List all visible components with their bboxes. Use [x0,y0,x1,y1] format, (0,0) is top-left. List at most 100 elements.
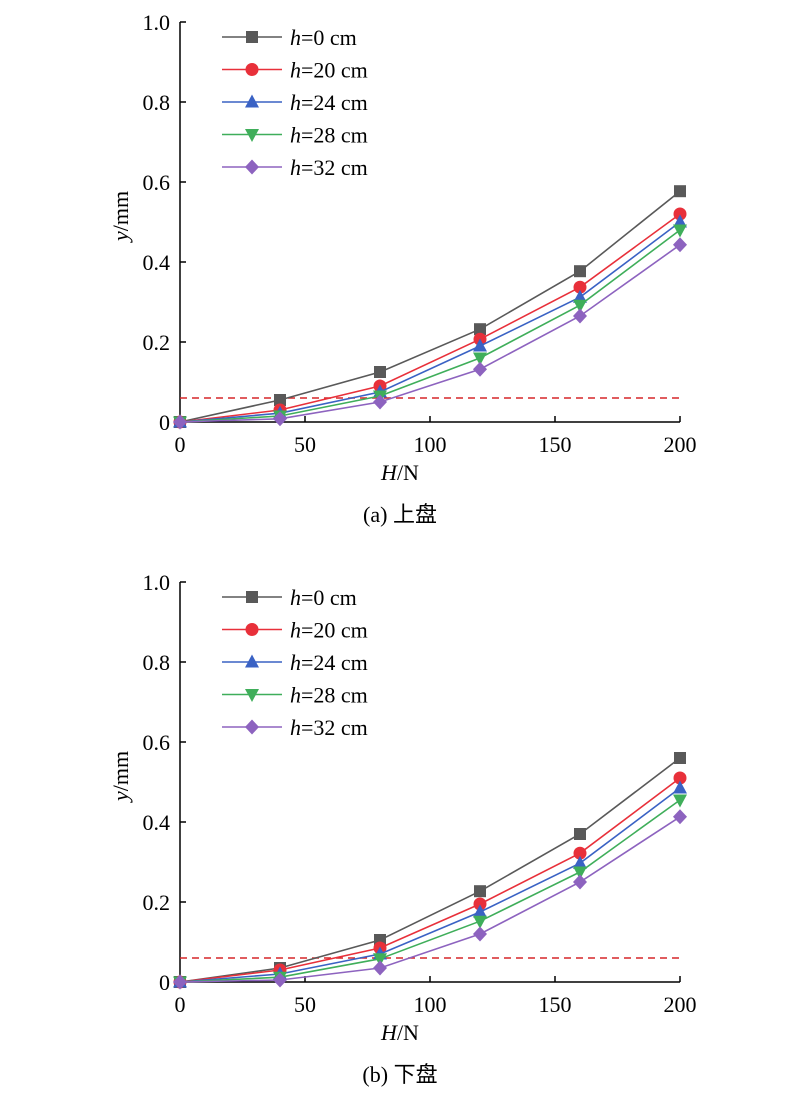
data-point [673,237,687,253]
legend-marker [245,159,259,175]
x-tick-label: 200 [664,992,697,1017]
legend-label: h=0 cm [290,585,357,610]
data-point [473,897,487,911]
y-tick-label: 0.6 [143,170,171,195]
data-point [473,926,487,942]
series-line [179,213,681,423]
legend-marker [245,129,259,142]
data-point [673,214,687,228]
chart-a-caption: (a) 上盘 [363,502,437,527]
legend-label: h=0 cm [290,25,357,50]
legend-label: h=32 cm [290,715,368,740]
data-point [274,394,286,406]
legend-marker [246,31,258,43]
x-tick-label: 150 [539,992,572,1017]
data-point [573,846,587,860]
data-point [674,185,686,198]
legend-item: h=20 cm [222,58,368,83]
chart-a-svg: 0 0.2 0.4 0.6 0.8 1.0 0 50 100 150 200 H/N y/mm h=0 c… [108,10,697,527]
data-point [373,394,387,410]
data-point [373,960,387,976]
data-point [673,794,687,808]
y-tick-label: 0.8 [143,650,171,675]
data-point [473,904,487,918]
data-point [373,953,387,967]
series-line [179,799,681,983]
data-point [673,207,687,221]
data-point [473,361,487,377]
series-4 [173,794,687,990]
legend-item: h=20 cm [222,618,368,643]
series-line [179,244,681,423]
data-point [173,414,187,430]
series-1 [174,185,686,428]
x-tick-label: 0 [175,432,186,457]
data-point [573,299,587,313]
legend-label: h=24 cm [290,90,368,115]
chart-a-legend: h=0 cm h=20 cm h=24 cm h=28 cm h=32 cm [222,25,368,180]
legend-label: h=20 cm [290,618,368,643]
series-line [179,221,681,423]
legend-item: h=24 cm [222,90,368,115]
y-tick-label: 0.8 [143,90,171,115]
data-point [573,874,587,890]
series-2 [173,771,687,989]
data-point [374,366,386,378]
x-tick-label: 100 [414,992,447,1017]
data-point [473,352,487,366]
chart-panel-b: 0 0.2 0.4 0.6 0.8 1.0 0 50 100 150 200 H/N y/mm h=0 c… [0,560,800,1108]
y-tick-label: 0 [159,410,170,435]
x-axis-label: H/N [380,1020,419,1045]
legend-item: h=28 cm [222,123,368,148]
y-tick-label: 1.0 [143,570,171,595]
series-5 [173,237,687,430]
x-axis-label: H/N [380,460,419,485]
legend-marker [245,719,259,735]
series-5 [173,809,687,990]
data-point [673,771,687,785]
series-4 [173,224,687,430]
chart-b-legend: h=0 cm h=20 cm h=24 cm h=28 cm h=32 cm [222,585,368,740]
data-point [473,338,487,352]
data-point [474,885,486,898]
data-point [673,224,687,238]
legend-marker [245,623,259,636]
data-point [474,323,486,336]
data-point [673,809,687,825]
legend-label: h=24 cm [290,650,368,675]
chart-a-axes: 0 0.2 0.4 0.6 0.8 1.0 0 50 100 150 200 [143,10,697,457]
legend-item: h=32 cm [222,155,368,180]
chart-b-caption: (b) 下盘 [362,1062,437,1087]
legend-item: h=0 cm [222,585,357,610]
legend-marker [246,591,258,603]
y-tick-label: 0.4 [143,250,171,275]
series-line [179,757,681,983]
legend-item: h=0 cm [222,25,357,50]
series-line [179,190,681,423]
legend-item: h=32 cm [222,715,368,740]
data-point [574,828,586,840]
series-2 [173,207,687,429]
x-tick-label: 200 [664,432,697,457]
series-line [179,229,681,423]
legend-marker [245,63,259,76]
chart-b-axes: 0 0.2 0.4 0.6 0.8 1.0 0 50 100 150 200 [143,570,697,1017]
data-point [273,972,287,988]
legend-label: h=20 cm [290,58,368,83]
y-tick-label: 0.2 [143,890,171,915]
series-line [179,777,681,983]
legend-item: h=24 cm [222,650,368,675]
data-point [674,752,686,764]
data-point [173,974,187,990]
legend-label: h=28 cm [290,683,368,708]
data-point [574,265,586,278]
series-line [179,816,681,983]
data-point [573,855,587,869]
x-tick-label: 0 [175,992,186,1017]
data-point [573,280,587,294]
y-tick-label: 0.6 [143,730,171,755]
x-tick-label: 150 [539,432,572,457]
legend-marker [245,654,259,668]
x-tick-label: 50 [294,432,316,457]
